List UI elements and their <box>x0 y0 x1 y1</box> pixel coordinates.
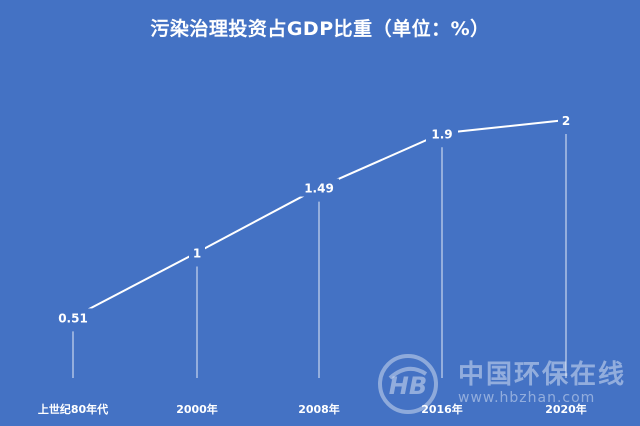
data-label: 1.49 <box>304 182 334 196</box>
data-label: 0.51 <box>58 311 88 325</box>
watermark-url: www.hbzhan.com <box>458 390 596 406</box>
watermark-name: 中国环保在线 <box>458 360 627 390</box>
chart-title: 污染治理投资占GDP比重（单位：%） <box>150 18 490 40</box>
data-label: 2 <box>562 114 570 128</box>
watermark-logo-icon: HB <box>378 354 438 414</box>
data-label: 1 <box>193 247 201 261</box>
data-label: 1.9 <box>431 127 452 141</box>
data-label-background <box>558 111 574 129</box>
x-tick-label: 2008年 <box>298 402 340 416</box>
svg-text:HB: HB <box>389 372 427 400</box>
x-tick-label: 2000年 <box>176 402 218 416</box>
data-label-background <box>299 178 339 197</box>
data-label-background <box>426 124 458 143</box>
x-tick-label: 2016年 <box>421 402 463 416</box>
x-tick-label: 2020年 <box>545 402 587 416</box>
data-label-background <box>53 308 93 327</box>
data-label-background <box>189 243 205 262</box>
watermark: HB 中国环保在线 www.hbzhan.com <box>376 348 634 420</box>
x-tick-label: 上世纪80年代 <box>38 402 108 416</box>
